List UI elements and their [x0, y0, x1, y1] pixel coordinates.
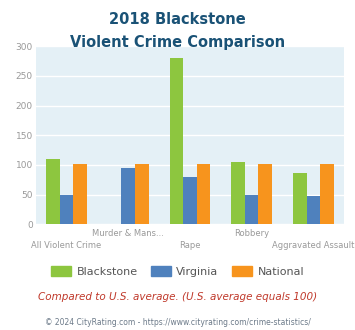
Bar [135, 164, 148, 224]
Bar [320, 164, 334, 224]
Bar [197, 164, 210, 224]
Bar [258, 164, 272, 224]
Bar [307, 196, 320, 224]
Bar [73, 164, 87, 224]
Text: Rape: Rape [179, 241, 201, 250]
Bar [183, 177, 197, 224]
Bar [245, 195, 258, 224]
Text: © 2024 CityRating.com - https://www.cityrating.com/crime-statistics/: © 2024 CityRating.com - https://www.city… [45, 318, 310, 327]
Bar [46, 159, 60, 224]
Text: Robbery: Robbery [234, 229, 269, 238]
Text: All Violent Crime: All Violent Crime [31, 241, 102, 250]
Bar [60, 195, 73, 224]
Text: Violent Crime Comparison: Violent Crime Comparison [70, 35, 285, 50]
Text: 2018 Blackstone: 2018 Blackstone [109, 12, 246, 26]
Bar [293, 173, 307, 224]
Bar [121, 168, 135, 224]
Bar [231, 162, 245, 224]
Legend: Blackstone, Virginia, National: Blackstone, Virginia, National [47, 261, 308, 281]
Bar [170, 58, 183, 224]
Text: Compared to U.S. average. (U.S. average equals 100): Compared to U.S. average. (U.S. average … [38, 292, 317, 302]
Text: Murder & Mans...: Murder & Mans... [92, 229, 164, 238]
Text: Aggravated Assault: Aggravated Assault [272, 241, 355, 250]
